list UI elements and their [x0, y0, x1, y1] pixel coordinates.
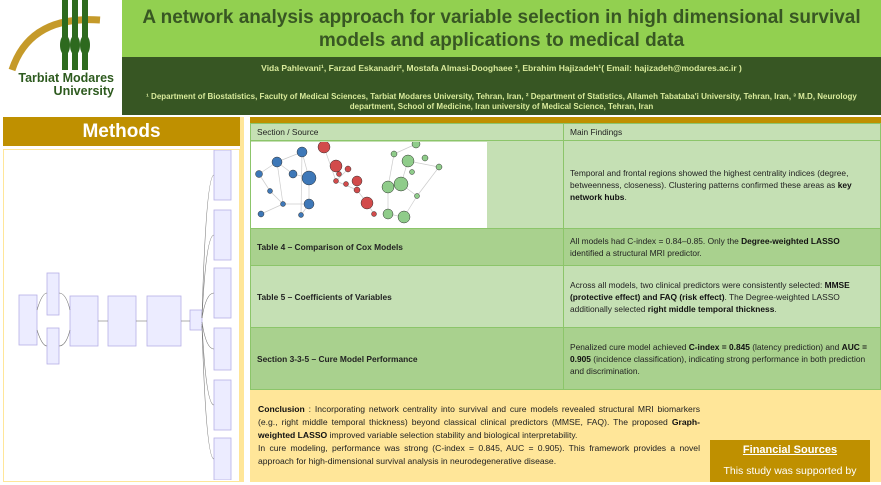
table-row: Section 3-3-5 – Cure Model Performance P…: [250, 327, 881, 390]
methods-panel: Methods: [3, 117, 244, 482]
network-graph-cell: [250, 140, 564, 229]
findings-cell: Across all models, two clinical predicto…: [563, 265, 881, 328]
university-name: Tarbiat Modares University: [18, 71, 114, 98]
university-logo: [0, 0, 120, 115]
source-cell: Section 3-3-5 – Cure Model Performance: [250, 327, 564, 390]
table-header-row: Section / Source Main Findings: [250, 123, 881, 141]
affiliations: ¹ Department of Biostatistics, Faculty o…: [146, 92, 857, 111]
findings-network: Temporal and frontal regions showed the …: [563, 140, 881, 229]
poster-title: A network analysis approach for variable…: [122, 0, 881, 57]
source-cell: Table 4 – Comparison of Cox Models: [250, 228, 564, 266]
table-row: Table 5 – Coefficients of Variables Acro…: [250, 265, 881, 328]
financial-sources-text: This study was supported by: [723, 465, 857, 477]
findings-cell: Penalized cure model achieved C-index = …: [563, 327, 881, 390]
author-band: Vida Pahlevani¹, Farzad Eskanadri², Most…: [122, 57, 881, 115]
findings-cell: All models had C-index = 0.84–0.85. Only…: [563, 228, 881, 266]
network-graph-image: [251, 141, 487, 228]
source-cell: Table 5 – Coefficients of Variables: [250, 265, 564, 328]
conclusion-text: Conclusion : Incorporating network centr…: [258, 404, 700, 466]
methods-flowchart: [3, 149, 240, 482]
table-row: Temporal and frontal regions showed the …: [250, 140, 881, 229]
authors: Vida Pahlevani¹, Farzad Eskanadri², Most…: [261, 63, 742, 73]
results-header-bar: [250, 117, 881, 123]
header-section-source: Section / Source: [250, 123, 564, 141]
table-row: Table 4 – Comparison of Cox Models All m…: [250, 228, 881, 266]
results-panel: Section / Source Main Findings Temporal …: [250, 117, 881, 482]
financial-sources-heading: Financial Sources: [742, 444, 838, 456]
methods-heading: Methods: [3, 117, 240, 146]
results-table: Section / Source Main Findings Temporal …: [250, 123, 881, 390]
header-main-findings: Main Findings: [563, 123, 881, 141]
financial-sources-box: Financial Sources This study was support…: [710, 440, 870, 482]
